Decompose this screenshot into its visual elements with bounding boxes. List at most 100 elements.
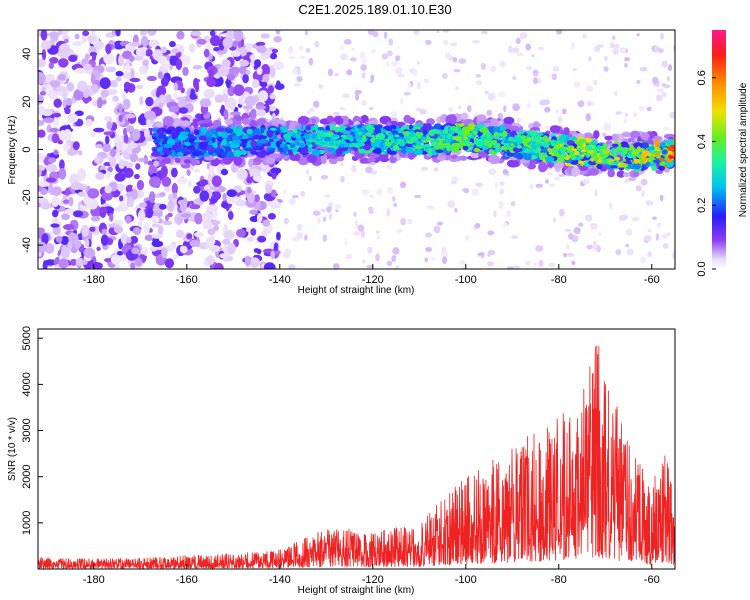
heatmap-cell xyxy=(594,189,598,197)
heatmap-cell xyxy=(224,118,233,125)
heatmap-cell xyxy=(161,247,168,259)
heatmap-cell xyxy=(328,140,335,146)
heatmap-cell xyxy=(178,107,189,114)
heatmap-cell xyxy=(322,216,327,222)
heatmap-cell xyxy=(512,103,520,112)
heatmap-cell xyxy=(227,242,236,255)
heatmap-cell xyxy=(655,233,660,241)
heatmap-cell xyxy=(179,131,189,136)
heatmap-cell xyxy=(582,178,590,185)
heatmap-cell xyxy=(461,266,466,269)
heatmap-cell xyxy=(79,186,88,191)
heatmap-cell xyxy=(587,160,598,166)
heatmap-cell xyxy=(631,151,638,157)
heatmap-cell xyxy=(236,132,242,137)
heatmap-cell xyxy=(558,173,566,177)
heatmap-cell xyxy=(451,142,462,148)
heatmap-cell xyxy=(95,172,105,180)
heatmap-cell xyxy=(624,57,631,62)
heatmap-cell xyxy=(526,103,531,108)
heatmap-cell xyxy=(610,133,619,142)
heatmap-cell xyxy=(179,245,188,254)
heatmap-cell xyxy=(561,134,566,142)
heatmap-cell xyxy=(375,230,380,234)
heatmap-cell xyxy=(161,176,172,187)
heatmap-cell xyxy=(436,155,446,161)
heatmap-cell xyxy=(242,74,249,84)
heatmap-cell xyxy=(480,62,486,70)
heatmap-cell xyxy=(460,112,468,120)
heatmap-cell xyxy=(314,137,318,141)
heatmap-cell xyxy=(130,262,136,269)
heatmap-cell xyxy=(200,126,208,133)
heatmap-cell xyxy=(488,168,497,176)
heatmap-cell xyxy=(607,169,615,178)
heatmap-cell xyxy=(563,252,568,258)
heatmap-cell xyxy=(365,166,373,174)
heatmap-cell xyxy=(44,259,57,266)
heatmap-cell xyxy=(342,93,350,99)
heatmap-cell xyxy=(147,160,153,166)
heatmap-cell xyxy=(586,244,593,250)
heatmap-cell xyxy=(262,73,270,84)
heatmap-cell xyxy=(603,66,609,72)
heatmap-cell xyxy=(193,168,201,173)
heatmap-cell xyxy=(353,125,358,129)
heatmap-cell xyxy=(503,116,515,125)
heatmap-cell xyxy=(131,188,139,200)
heatmap-cell xyxy=(265,184,273,194)
heatmap-cell xyxy=(82,30,90,36)
heatmap-cell xyxy=(667,64,673,72)
heatmap-cell xyxy=(175,58,183,71)
heatmap-cell xyxy=(386,142,392,146)
heatmap-cell xyxy=(148,191,156,204)
heatmap-cell xyxy=(314,40,320,48)
heatmap-cell xyxy=(269,67,276,78)
heatmap-cell xyxy=(563,146,569,150)
colorbar-tick-label: 0.2 xyxy=(696,198,708,213)
heatmap-cell xyxy=(84,238,90,248)
heatmap-cell xyxy=(523,139,529,146)
heatmap-cell xyxy=(586,85,594,92)
heatmap-cell xyxy=(109,80,118,88)
heatmap-cell xyxy=(244,255,251,267)
heatmap-cell xyxy=(236,228,246,238)
heatmap-cell xyxy=(115,30,121,37)
heatmap-cell xyxy=(291,133,297,138)
heatmap-cell xyxy=(274,201,282,209)
heatmap-cell xyxy=(658,165,665,171)
heatmap-cell xyxy=(201,212,213,224)
heatmap-cell xyxy=(393,202,398,208)
heatmap-cell xyxy=(159,203,167,210)
heatmap-cell xyxy=(176,30,185,40)
heatmap-cell xyxy=(144,128,150,139)
heatmap-cell xyxy=(307,110,311,115)
y-tick-label: -20 xyxy=(21,189,33,205)
heatmap-cell xyxy=(350,57,357,62)
heatmap-cell xyxy=(540,99,546,103)
heatmap-cell xyxy=(124,113,136,119)
heatmap-cell xyxy=(625,228,633,236)
heatmap-cell xyxy=(494,148,503,153)
heatmap-cell xyxy=(223,223,228,230)
heatmap-cell xyxy=(142,59,149,67)
heatmap-cell xyxy=(273,242,279,252)
heatmap-cell xyxy=(486,109,493,117)
heatmap-cell xyxy=(340,175,345,183)
heatmap-cell xyxy=(73,89,84,101)
heatmap-cell xyxy=(386,208,391,217)
heatmap-cell xyxy=(83,247,96,259)
heatmap-cell xyxy=(260,149,267,157)
heatmap-cell xyxy=(645,200,654,206)
heatmap-cell xyxy=(237,39,242,49)
heatmap-cell xyxy=(204,88,215,98)
heatmap-cell xyxy=(160,165,168,178)
heatmap-cell xyxy=(363,143,371,151)
heatmap-cell xyxy=(571,148,578,152)
heatmap-cell xyxy=(276,231,281,241)
heatmap-cell xyxy=(157,71,163,79)
heatmap-cell xyxy=(366,264,374,268)
heatmap-cell xyxy=(225,128,234,134)
heatmap-cell xyxy=(423,143,430,148)
heatmap-cell xyxy=(176,100,188,109)
